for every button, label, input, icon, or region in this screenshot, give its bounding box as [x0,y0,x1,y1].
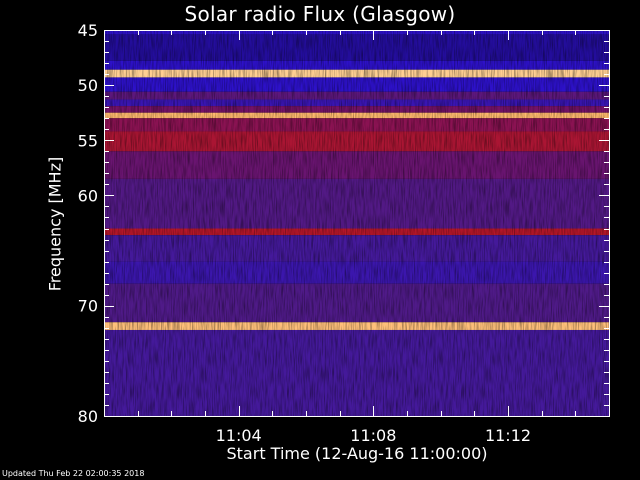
y-tick-label: 50 [78,76,98,95]
y-axis-label: Frequency [MHz] [45,156,65,292]
y-tick-label: 45 [78,21,98,40]
chart-title: Solar radio Flux (Glasgow) [184,2,456,26]
x-tick-label: 11:12 [485,426,531,445]
x-axis-label: Start Time (12-Aug-16 11:00:00) [226,444,488,463]
x-tick-label: 11:04 [216,426,262,445]
y-tick-label: 55 [78,131,98,150]
y-tick-label: 70 [78,297,98,316]
y-tick-label: 80 [78,407,98,426]
x-axis-ticks: 11:04 11:08 11:12 [104,30,610,445]
updated-timestamp: Updated Thu Feb 22 02:00:35 2018 [2,469,145,478]
y-axis-ticks: 45 50 55 60 70 80 [78,21,609,426]
y-tick-label: 60 [78,186,98,205]
x-tick-label: 11:08 [350,426,396,445]
noise-texture [104,30,609,416]
plot-frame [104,30,610,417]
